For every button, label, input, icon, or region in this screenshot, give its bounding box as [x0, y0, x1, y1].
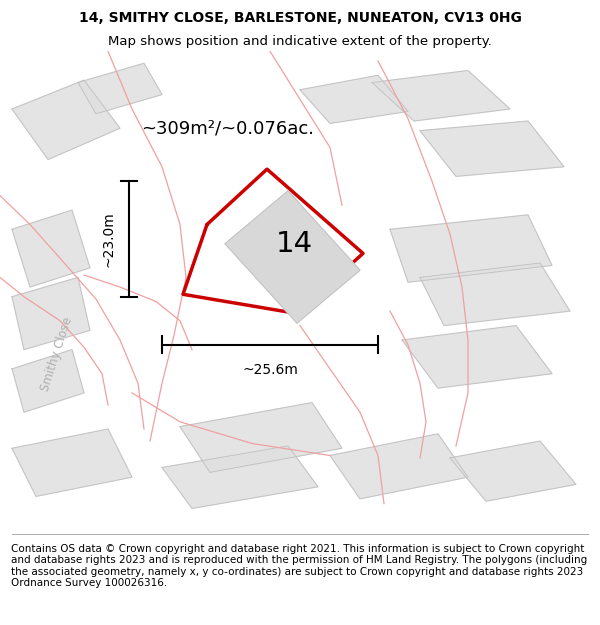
Text: ~23.0m: ~23.0m — [102, 211, 116, 267]
Text: Map shows position and indicative extent of the property.: Map shows position and indicative extent… — [108, 35, 492, 48]
Text: Contains OS data © Crown copyright and database right 2021. This information is : Contains OS data © Crown copyright and d… — [11, 544, 587, 588]
Polygon shape — [450, 441, 576, 501]
Polygon shape — [78, 63, 162, 114]
Polygon shape — [402, 326, 552, 388]
Polygon shape — [390, 215, 552, 282]
Text: ~309m²/~0.076ac.: ~309m²/~0.076ac. — [141, 119, 314, 138]
Polygon shape — [420, 263, 570, 326]
Polygon shape — [12, 80, 120, 159]
Polygon shape — [372, 71, 510, 121]
Text: ~25.6m: ~25.6m — [242, 363, 298, 377]
Polygon shape — [12, 349, 84, 413]
Polygon shape — [420, 121, 564, 176]
Polygon shape — [12, 278, 90, 349]
Polygon shape — [330, 434, 468, 499]
Polygon shape — [225, 191, 360, 323]
Polygon shape — [183, 169, 363, 314]
Text: Smithy Close: Smithy Close — [39, 316, 75, 393]
Text: 14: 14 — [275, 230, 313, 258]
Polygon shape — [180, 402, 342, 472]
Text: 14, SMITHY CLOSE, BARLESTONE, NUNEATON, CV13 0HG: 14, SMITHY CLOSE, BARLESTONE, NUNEATON, … — [79, 11, 521, 25]
Polygon shape — [162, 446, 318, 509]
Polygon shape — [12, 210, 90, 287]
Polygon shape — [12, 429, 132, 496]
Polygon shape — [300, 75, 408, 124]
